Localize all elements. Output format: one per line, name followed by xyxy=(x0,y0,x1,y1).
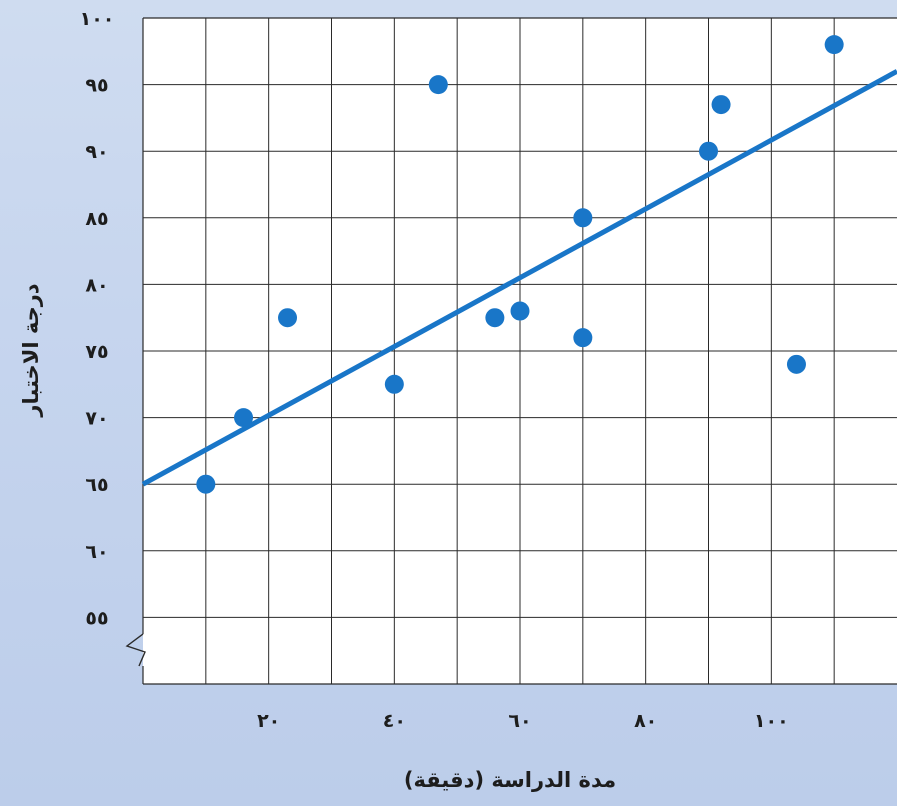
data-point xyxy=(699,141,718,161)
data-point xyxy=(234,408,254,428)
x-tick-label: ١٠٠ xyxy=(754,710,789,732)
y-axis-title: درجة الاختبار xyxy=(19,283,43,417)
data-point xyxy=(485,308,505,328)
data-point xyxy=(278,308,298,328)
y-tick-label: ٥٥ xyxy=(85,607,108,629)
data-point xyxy=(510,301,530,321)
x-tick-label: ٢٠ xyxy=(257,710,280,732)
grid-lines xyxy=(143,18,897,684)
data-point xyxy=(573,328,593,348)
x-tick-label: ٦٠ xyxy=(508,710,531,732)
data-point xyxy=(384,374,404,394)
y-tick-label: ٩٠ xyxy=(85,141,108,163)
y-tick-label: ٦٥ xyxy=(85,474,108,496)
y-tick-label: ٦٠ xyxy=(85,541,108,563)
y-tick-label: ٧٥ xyxy=(85,341,108,363)
x-tick-labels: ٢٠ ٤٠ ٦٠ ٨٠ ١٠٠ xyxy=(257,710,789,732)
y-axis-break-symbol xyxy=(125,633,146,667)
x-axis-title: مدة الدراسة (دقيقة) xyxy=(404,768,616,792)
axes-frame xyxy=(142,17,897,685)
y-tick-label: ١٠٠ xyxy=(80,8,115,30)
data-point xyxy=(196,474,216,494)
data-point xyxy=(786,354,806,374)
data-point xyxy=(824,35,844,55)
y-tick-labels: ٥٥ ٦٠ ٦٥ ٧٠ ٧٥ ٨٠ ٨٥ ٩٠ ٩٥ ١٠٠ xyxy=(80,8,115,629)
y-tick-label: ٨٠ xyxy=(85,274,108,296)
x-tick-label: ٤٠ xyxy=(383,710,406,732)
data-points xyxy=(196,35,844,494)
trend-line xyxy=(141,69,897,487)
y-tick-label: ٩٥ xyxy=(85,75,108,97)
data-point xyxy=(573,208,593,228)
data-point xyxy=(711,95,731,115)
y-tick-label: ٧٠ xyxy=(85,408,108,430)
x-tick-label: ٨٠ xyxy=(634,710,657,732)
y-tick-label: ٨٥ xyxy=(85,208,108,230)
data-point xyxy=(428,75,448,95)
